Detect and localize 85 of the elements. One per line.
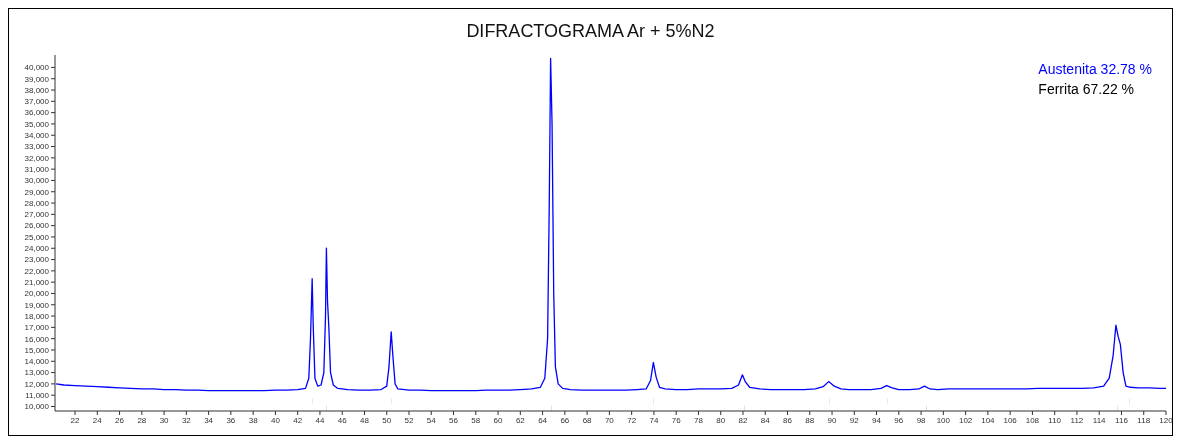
y-tick-label: 18,000 [24,311,50,321]
x-tick-label: 110 [1048,415,1062,425]
y-tick-label: 11,000 [25,391,50,401]
y-tick-label: 16,000 [24,334,50,344]
y-tick-label: 14,000 [24,357,50,367]
x-tick-label: 64 [538,415,548,425]
y-tick-label: 15,000 [24,345,50,355]
x-tick-label: 98 [916,415,927,425]
y-tick-label: 38,000 [24,85,50,95]
y-tick-label: 19,000 [24,300,50,310]
x-tick-label: 30 [159,415,170,425]
y-tick-label: 37,000 [24,97,50,107]
y-tick-label: 24,000 [24,244,50,254]
y-tick-label: 21,000 [24,278,50,287]
x-tick-label: 84 [760,415,771,425]
x-tick-label: 68 [582,415,593,425]
x-tick-label: 78 [693,415,704,425]
x-tick-label: 28 [137,415,147,425]
x-tick-label: 62 [515,415,526,425]
y-tick-label: 34,000 [24,131,50,141]
y-tick-label: 27,000 [24,210,50,220]
y-tick-label: 31,000 [24,164,50,174]
line-series [55,57,1166,392]
x-tick-label: 76 [671,415,682,425]
y-tick-label: 12,000 [24,379,50,389]
x-tick-label: 112 [1070,415,1084,425]
y-tick-label: 22,000 [24,266,50,276]
y-tick-label: 25,000 [24,232,50,242]
y-tick-label: 26,000 [24,221,50,231]
x-tick-label: 48 [360,415,370,425]
y-tick-label: 36,000 [24,108,50,118]
x-tick-label: 96 [894,415,904,425]
x-tick-label: 70 [604,415,615,425]
x-tick-label: 94 [872,415,882,425]
text: Ferrita 67.22 % [1038,80,1136,99]
x-tick-label: 116 [1115,415,1129,425]
x-tick-label: 102 [958,415,973,425]
y-tick-label: 20,000 [24,289,50,299]
y-tick-label: 35,000 [24,119,50,129]
x-tick-label: 106 [1003,415,1018,425]
x-tick-label: 88 [805,415,815,425]
y-tick-label: 33,000 [24,142,50,152]
text: Austenita 32.78 % [1038,60,1152,79]
y-tick-label: 40,000 [24,63,50,73]
y-tick-label: 13,000 [24,368,50,378]
x-tick-label: 50 [382,415,392,425]
chart-title: DIFRACTOGRAMA Ar + 5%N2 [465,21,716,42]
x-tick-label: 60 [493,415,504,425]
x-tick-label: 80 [716,415,726,425]
x-tick-label: 36 [226,415,236,425]
x-tick-label: 58 [471,415,481,425]
x-tick-label: 34 [204,415,214,425]
x-tick-label: 90 [827,415,838,425]
y-tick-label: 10,000 [24,402,50,412]
x-tick-label: 40 [270,415,281,425]
x-tick-label: 86 [783,415,793,425]
x-tick-label: 42 [293,415,303,425]
x-tick-label: 66 [560,415,570,425]
y-tick-label: 28,000 [24,198,50,208]
x-tick-label: 22 [70,415,81,425]
x-tick-label: 24 [92,415,103,425]
y-tick-label: 29,000 [24,187,50,197]
y-tick-label: 23,000 [24,255,50,265]
x-tick-label: 74 [649,415,659,425]
y-tick-label: 32,000 [24,153,50,163]
x-tick-label: 114 [1092,415,1107,425]
x-tick-label: 52 [404,415,414,425]
x-tick-label: 44 [315,415,325,425]
x-tick-label: 72 [627,415,637,425]
x-tick-label: 32 [181,415,192,425]
x-tick-label: 118 [1137,415,1151,425]
x-tick-label: 56 [449,415,459,425]
x-tick-label: 26 [115,415,125,425]
x-tick-label: 120 [1159,415,1174,425]
y-tick-label: 30,000 [24,176,50,186]
x-tick-label: 100 [936,415,951,425]
x-tick-label: 104 [981,415,996,425]
x-tick-label: 38 [248,415,259,425]
x-tick-label: 54 [426,415,437,425]
x-tick-label: 82 [738,415,748,425]
y-tick-label: 17,000 [24,323,50,333]
x-tick-label: 46 [337,415,348,425]
x-tick-label: 92 [849,415,860,425]
y-tick-label: 39,000 [24,74,50,84]
x-tick-label: 108 [1025,415,1040,425]
